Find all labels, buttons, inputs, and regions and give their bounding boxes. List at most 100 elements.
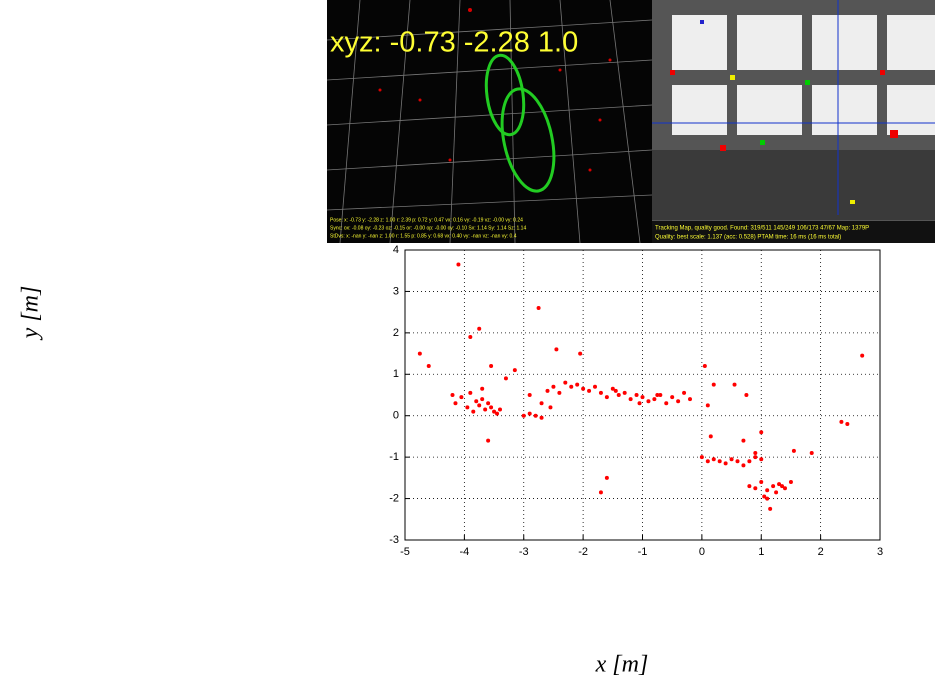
point (521, 413, 526, 418)
point (483, 407, 488, 412)
point (548, 405, 553, 410)
point (459, 395, 464, 400)
x-tick-label: 3 (877, 546, 883, 558)
point (744, 393, 749, 397)
point (569, 384, 574, 389)
right-screenshot: Tracking Map, quality good. Found: 319/5… (652, 0, 935, 243)
y-axis-label: y [m] (18, 286, 44, 341)
point (783, 486, 787, 491)
point (486, 401, 491, 406)
point (610, 386, 615, 391)
point (765, 496, 770, 501)
point (536, 306, 541, 310)
x-tick-label: -2 (578, 546, 588, 558)
point (622, 390, 627, 395)
y-tick-label: -2 (389, 492, 399, 504)
x-tick-label: -1 (638, 546, 648, 558)
y-tick-label: 1 (393, 368, 399, 380)
point (753, 451, 758, 455)
point (486, 438, 491, 443)
point (839, 419, 844, 424)
point (480, 386, 485, 391)
point (492, 409, 497, 414)
point (759, 457, 764, 462)
point (495, 411, 500, 416)
point (503, 376, 508, 381)
point (598, 390, 603, 395)
point (628, 397, 633, 402)
status-line: Pose: x: -0.73 y: -2.28 z: 1.00 r: 2.39 … (330, 217, 523, 223)
point (527, 411, 532, 416)
point (563, 380, 568, 385)
pose-overlay: xyz: -0.73 -2.28 1.0 (330, 27, 578, 59)
point (768, 506, 773, 511)
x-tick-label: 1 (758, 546, 764, 558)
x-axis-label: x [m] (595, 652, 649, 678)
point (477, 326, 482, 331)
point (646, 399, 651, 404)
point (480, 397, 485, 402)
point (705, 459, 710, 464)
y-tick-label: 3 (393, 285, 399, 297)
point (604, 475, 609, 480)
scatter-plot: -5 -4 -3 -2 -1 0 1 2 3 -3 -2 -1 0 1 2 3 4 (389, 244, 883, 558)
x-tick-label: 2 (818, 546, 824, 558)
point (729, 457, 734, 462)
point (711, 382, 716, 387)
point (593, 384, 597, 389)
point (456, 262, 461, 267)
point (753, 455, 758, 460)
point (658, 393, 663, 397)
point (682, 390, 687, 395)
y-tick-label: 4 (393, 244, 399, 256)
y-tick-label: 0 (393, 410, 399, 422)
x-tick-label: 0 (699, 546, 705, 558)
point (533, 413, 538, 418)
point (539, 401, 544, 406)
point (664, 401, 669, 406)
point (732, 382, 737, 387)
status-line: Tracking Map, quality good. Found: 319/5… (655, 226, 869, 232)
point (765, 488, 770, 493)
point (426, 364, 431, 368)
point (860, 353, 865, 358)
x-tick-label: -5 (400, 546, 410, 558)
point (539, 415, 544, 420)
point (723, 461, 728, 466)
point (450, 393, 455, 397)
point (699, 455, 704, 460)
point (512, 368, 517, 373)
point (616, 393, 621, 397)
status-line: Sync: ox: -0.08 oy: -0.23 oz: -0.15 or: … (330, 225, 526, 231)
point (598, 490, 603, 495)
point (705, 403, 710, 408)
point (613, 388, 618, 393)
left-screenshot: xyz: -0.73 -2.28 1.0 Pose: x: -0.73 y: -… (326, 0, 653, 244)
point (587, 388, 592, 393)
point (741, 463, 746, 468)
point (652, 397, 657, 402)
x-tick-label: -3 (519, 546, 529, 558)
status-line: StDvs: x: -nan y: -nan z: 1.00 r: 1.55 p… (330, 233, 517, 239)
point (578, 351, 583, 356)
point (762, 494, 767, 499)
point (498, 407, 502, 412)
point (702, 364, 707, 368)
point (604, 395, 609, 400)
point (780, 484, 785, 489)
point (655, 393, 660, 397)
point (545, 388, 550, 393)
point (489, 364, 494, 368)
point (753, 486, 758, 491)
point (771, 484, 776, 489)
point (735, 459, 740, 464)
point (777, 482, 782, 487)
point (717, 459, 722, 464)
point (774, 490, 779, 495)
point (554, 347, 559, 352)
point (468, 335, 473, 339)
point (581, 386, 586, 391)
point (637, 401, 642, 406)
point (708, 434, 713, 439)
point (474, 399, 479, 404)
